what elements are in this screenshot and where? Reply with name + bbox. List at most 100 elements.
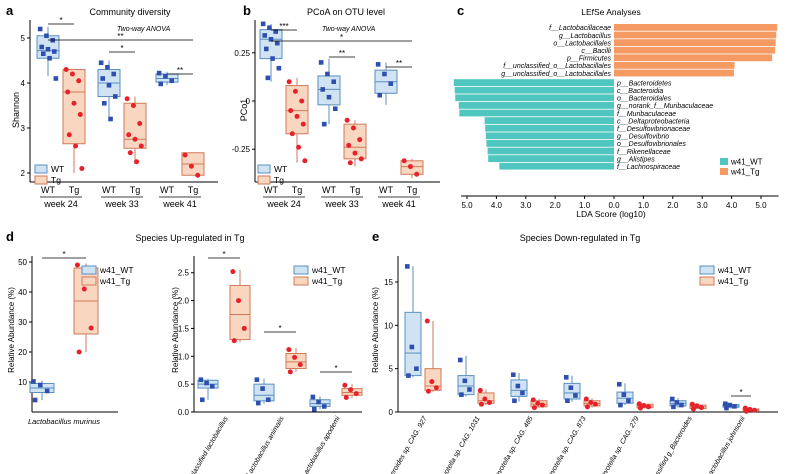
panel-d1-category-label: Lactobacillus murinus — [28, 417, 100, 426]
panel-b-week41-wt-point — [388, 81, 394, 86]
lefse-label-wt: f__Desulfovibrionaceae — [617, 126, 690, 133]
panel-a-group-label: week 41 — [162, 199, 197, 209]
lefse-bar-wt — [459, 109, 614, 117]
panel-e-cat4-tg-point — [641, 403, 647, 408]
panel-a-y-tick-label: 4 — [21, 79, 26, 88]
lefse-xtick-label: 5.0 — [755, 201, 767, 210]
panel-d2-cat1-tg-point — [286, 347, 292, 353]
panel-a-week33-wt-point — [112, 94, 118, 99]
panel-e-title: Species Down-regulated in Tg — [520, 233, 640, 243]
panel-e-cat1-wt-point — [467, 387, 472, 392]
panel-letter-d: d — [6, 229, 14, 244]
panel-a-week33-tg-point — [124, 96, 130, 102]
panel-d1-cat0-wt-point — [32, 397, 38, 403]
panel-e-cat2-tg-point — [530, 397, 536, 403]
panel-letter-a: a — [6, 3, 14, 18]
panel-b-anova-label: Two-way ANOVA — [322, 26, 376, 33]
panel-e-y-tick-label: 15 — [384, 278, 393, 287]
panel-e-cat5-tg-point — [698, 405, 704, 411]
panel-e-cat3-wt-point — [573, 393, 578, 398]
panel-a-y-tick-label: 2 — [21, 169, 26, 178]
lefse-bar-wt — [484, 117, 614, 124]
panel-a-week33-tg-point — [134, 159, 140, 165]
panel-a-legend-tg-swatch — [34, 175, 48, 185]
panel-d2-y-tick-label: 2.0 — [178, 297, 190, 306]
lefse-bar-wt — [455, 94, 614, 102]
lefse-label-wt: g__norank_f__Muribaculaceae — [617, 103, 713, 110]
panel-a-week24-wt-point — [37, 26, 43, 32]
lefse-label-wt: f__Lachnospiraceae — [617, 164, 680, 171]
panel-a-xtick-label: WT — [160, 185, 174, 195]
panel-a-week41-wt-point — [158, 81, 164, 87]
panel-d1-cat0-wt-point — [31, 379, 36, 384]
panel-e-cat5-wt-point — [669, 396, 675, 402]
panel-e-cat1-tg-point — [477, 387, 483, 393]
panel-d1-cat0-wt-point — [37, 382, 43, 388]
panel-d2-y-tick-label: 1.0 — [178, 352, 190, 361]
panel-d1-y-tick-label: 20 — [18, 348, 27, 357]
panel-a-week24-tg-point — [76, 78, 82, 84]
panel-d1-legend-tg-label: w41_Tg — [99, 276, 131, 286]
panel-b-week33-tg-box — [343, 123, 367, 160]
panel-d2-cat0-tg-box — [229, 285, 251, 341]
panel-b-week24-tg-point — [288, 108, 294, 114]
panel-d1-cat0-tg-point — [76, 349, 82, 355]
panel-a-week33-wt-point — [111, 71, 117, 77]
lefse-legend-tg-swatch — [720, 168, 728, 175]
panel-e-cat2-tg-point — [539, 402, 545, 408]
panel-b-week24-tg-point — [286, 79, 292, 85]
panel-e-cat6-wt-point — [727, 402, 733, 408]
lefse-bar-wt — [486, 140, 614, 147]
panel-d2-cat2-wt-point — [316, 399, 321, 405]
panel-e-cat5-tg-point — [694, 403, 700, 409]
panel-b-sig-0-label: *** — [279, 22, 288, 31]
panel-e-legend-wt-swatch — [699, 265, 715, 275]
panel-d-ylabel: Relative Abundance (%) — [7, 287, 16, 373]
panel-d2-cat2-tg-point — [348, 387, 354, 393]
panel-a-title: Community diversity — [89, 7, 171, 17]
panel-d2-cat0-tg-point — [241, 325, 247, 331]
panel-b-xtick-label: Tg — [292, 185, 303, 195]
panel-a-y-tick-label: 3 — [21, 124, 26, 133]
panel-d2-y-tick-label: 0.5 — [178, 380, 190, 389]
lefse-bar-wt — [485, 132, 614, 140]
panel-e-cat4-tg-point — [637, 405, 643, 411]
panel-b-week24-tg-box — [285, 85, 309, 135]
lefse-bar-wt — [499, 162, 614, 170]
panel-d2-legend-wt-swatch — [293, 265, 309, 275]
panel-e-cat0-wt-point — [406, 373, 411, 378]
panel-e-cat3-tg-point — [584, 404, 590, 410]
panel-d2-y-tick-label: 1.5 — [178, 324, 190, 333]
panel-b-week24-wt-point — [268, 36, 274, 42]
panel-a-week41-wt-point — [156, 70, 162, 76]
lefse-label-wt: g__Alistipes — [617, 156, 655, 163]
panel-d2-cat0-tg-point — [236, 298, 242, 304]
panel-d1-cat0-tg-point — [74, 262, 80, 268]
panel-a-week24-tg-point — [65, 89, 71, 95]
panel-b-week24-wt-point — [270, 56, 275, 61]
panel-a-week33-tg-point — [126, 132, 132, 138]
panel-d2-cat2-wt-point — [321, 404, 327, 409]
panel-d1-cat0-tg-point — [81, 286, 87, 292]
panel-e-category-label: Prevotella sp. CAG. 1031 — [436, 415, 482, 474]
panel-e-cat2-wt-point — [515, 383, 521, 389]
panel-b-xtick-label: WT — [379, 185, 393, 195]
panel-d2-cat1-wt-box — [253, 383, 275, 402]
panel-b-group-label: week 41 — [381, 199, 416, 209]
panel-d2-cat2-tg-point — [342, 382, 348, 388]
panel-a-week33-wt-point — [105, 64, 110, 70]
panel-e-cat3-wt-point — [563, 375, 569, 380]
panel-a-week41-wt-point — [169, 78, 175, 84]
panel-b-week41-tg-point — [407, 164, 413, 170]
panel-b-week24-wt-point — [262, 33, 268, 38]
lefse-xtick-label: 3.0 — [697, 201, 709, 210]
panel-a-week33-wt-point — [106, 82, 112, 88]
lefse-xtick-label: 2.0 — [550, 201, 562, 210]
panel-d2-legend-tg-swatch — [293, 276, 309, 286]
panel-a-xtick-label: Tg — [130, 185, 141, 195]
panel-a-week41-wt-point — [163, 73, 168, 79]
panel-e-cat0-tg-point — [425, 388, 431, 394]
panel-b-week33-wt-point — [326, 94, 332, 100]
lefse-bar-tg — [614, 24, 778, 31]
panel-e-ylabel: Relative Abundance (%) — [371, 287, 380, 373]
